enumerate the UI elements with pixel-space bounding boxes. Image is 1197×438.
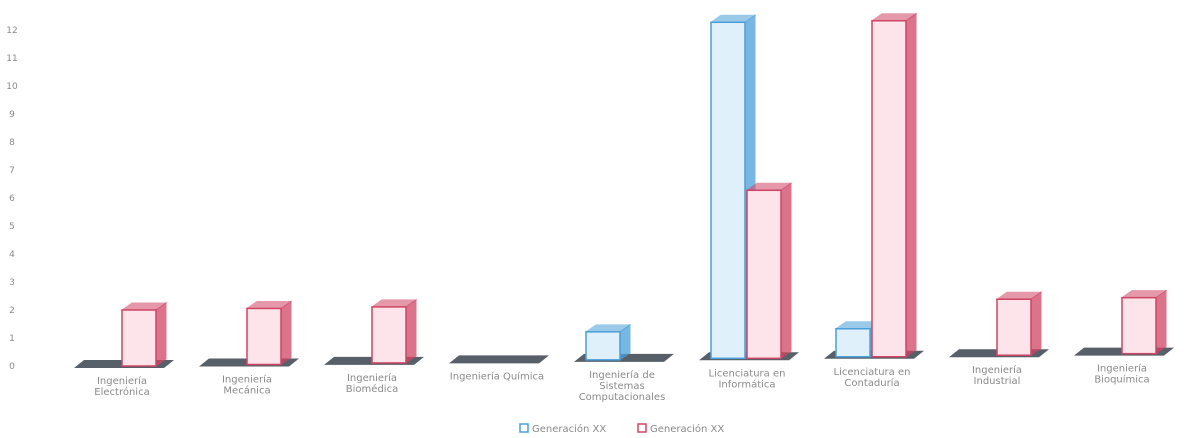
y-tick-label: 7 xyxy=(9,166,15,176)
x-tick-label: Ingeniería xyxy=(1097,363,1147,375)
x-tick-label: Ingeniería xyxy=(347,372,397,384)
bar-series2 xyxy=(745,182,793,360)
bar-series2 xyxy=(120,302,168,367)
bar-series2 xyxy=(995,291,1043,357)
bar-series2 xyxy=(370,298,418,364)
y-tick-label: 10 xyxy=(6,82,18,92)
x-tick-label: Industrial xyxy=(974,376,1021,387)
y-tick-label: 5 xyxy=(9,222,15,232)
y-tick-label: 4 xyxy=(9,250,15,260)
bar-series2 xyxy=(1120,289,1168,355)
x-tick-label: Contaduría xyxy=(844,377,899,389)
y-tick-label: 9 xyxy=(9,110,15,120)
y-tick-label: 0 xyxy=(9,362,15,372)
x-tick-label: Biomédica xyxy=(346,383,398,395)
x-tick-label: Mecánica xyxy=(223,384,270,396)
bar-series2 xyxy=(245,300,293,366)
x-tick-label: Computacionales xyxy=(579,392,666,403)
x-tick-label: Sistemas xyxy=(599,381,645,392)
legend-label: Generación XX xyxy=(532,423,606,435)
bar-series2 xyxy=(870,12,918,358)
y-tick-label: 6 xyxy=(9,194,15,204)
x-tick-label: Licenciatura en xyxy=(709,368,786,379)
x-tick-label: Ingeniería xyxy=(222,373,272,385)
x-tick-label: Licenciatura en xyxy=(834,367,911,378)
y-tick-label: 8 xyxy=(9,138,15,148)
y-tick-label: 2 xyxy=(9,306,15,316)
x-tick-label: Ingeniería xyxy=(97,375,147,387)
y-tick-label: 3 xyxy=(9,278,15,288)
legend-swatch xyxy=(519,423,529,433)
x-tick-label: Informática xyxy=(718,378,775,390)
category-floor xyxy=(449,355,549,364)
legend-label: Generación XX xyxy=(650,423,724,435)
y-tick-label: 12 xyxy=(6,26,17,36)
y-tick-label: 11 xyxy=(6,54,17,64)
x-tick-label: Ingeniería xyxy=(972,364,1022,376)
x-tick-label: Ingeniería de xyxy=(589,369,655,381)
x-tick-label: Electrónica xyxy=(94,386,149,398)
x-tick-label: Ingeniería Química xyxy=(450,370,544,382)
x-tick-label: Bioquímica xyxy=(1094,374,1149,386)
bar-series1 xyxy=(584,323,632,361)
legend-swatch xyxy=(637,423,647,433)
y-tick-label: 1 xyxy=(9,334,15,344)
